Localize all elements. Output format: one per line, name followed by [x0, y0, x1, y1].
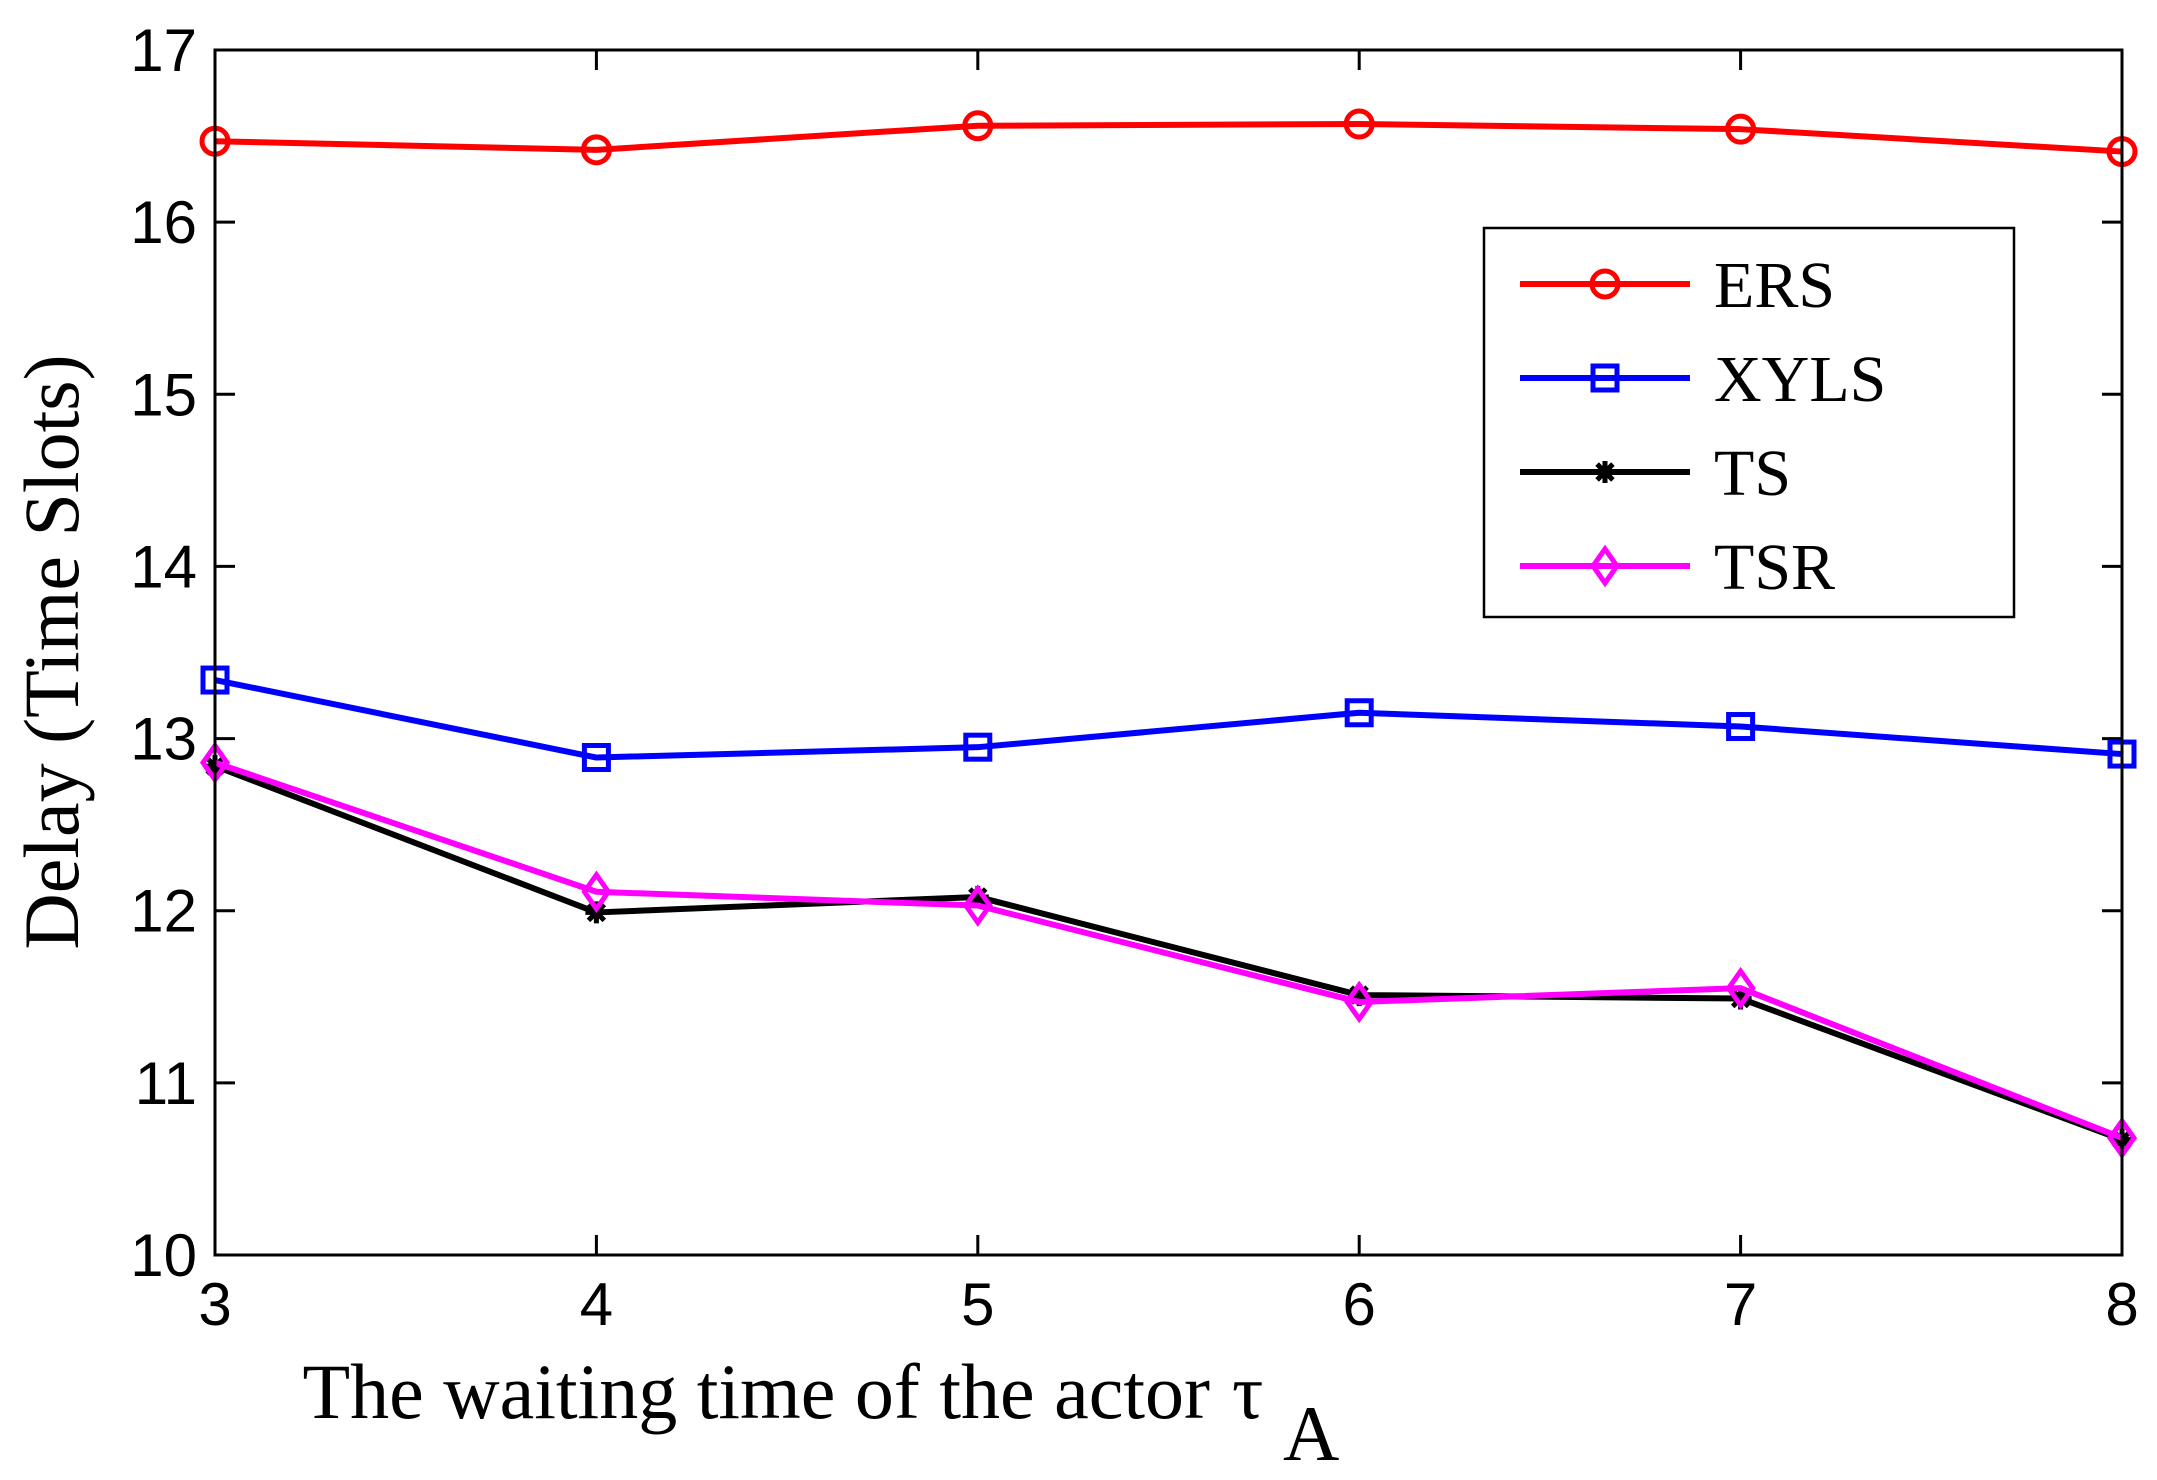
series-line-xyls [214, 677, 2123, 761]
legend-marker-tsr [1589, 544, 1621, 588]
y-tick-label: 11 [135, 1050, 197, 1117]
legend: ERS XYLS TS TSR [1482, 226, 2016, 619]
data-point-tsr [581, 870, 612, 914]
data-point-ers [1343, 108, 1375, 140]
x-tick-label: 7 [1724, 1271, 1757, 1338]
legend-item-ers: ERS [1520, 249, 1835, 322]
x-tick-label: 5 [961, 1271, 994, 1338]
y-tick-label: 16 [130, 189, 197, 256]
legend-label-tsr: TSR [1714, 531, 1835, 604]
data-point-ts [1348, 984, 1371, 1007]
legend-label-ers: ERS [1714, 249, 1835, 322]
x-tick-label: 6 [1343, 1271, 1376, 1338]
series-line-ers [214, 121, 2123, 155]
x-axis-label-symbol: τ [1232, 1348, 1263, 1435]
data-point-ers [962, 110, 994, 142]
series-layer [199, 108, 2138, 1160]
data-point-ers [580, 134, 612, 166]
plot-frame [213, 48, 2124, 1257]
y-tick-label: 13 [130, 706, 197, 773]
legend-label-xyls: XYLS [1714, 343, 1886, 416]
y-tick-label: 17 [130, 17, 197, 84]
data-point-ers [1725, 113, 1757, 145]
data-point-xyls [1344, 698, 1374, 728]
data-point-xyls [1726, 712, 1756, 742]
x-axis-label: The waiting time of the actor [302, 1348, 1210, 1435]
x-tick-label: 3 [198, 1271, 231, 1338]
x-axis-label-subscript: A [1283, 1390, 1339, 1477]
data-point-tsr [962, 884, 993, 927]
data-point-tsr [1725, 966, 1756, 1010]
data-point-ts [1729, 987, 1752, 1010]
legend-item-ts: TS [1520, 437, 1791, 510]
legend-item-tsr: TSR [1520, 531, 1835, 604]
data-point-xyls [963, 732, 993, 762]
data-point-tsr [1344, 980, 1375, 1024]
series-line-tsr [214, 759, 2124, 1141]
y-tick-label: 12 [130, 878, 197, 945]
legend-marker-ers [1589, 268, 1621, 300]
legend-label-ts: TS [1714, 437, 1791, 510]
data-point-xyls [581, 743, 611, 773]
y-tick-label: 10 [130, 1222, 197, 1289]
legend-item-xyls: XYLS [1520, 343, 1886, 416]
x-tick-label: 4 [580, 1271, 613, 1338]
y-tick-label: 14 [130, 533, 197, 600]
x-tick-label: 8 [2105, 1271, 2138, 1338]
y-tick-label: 15 [130, 361, 197, 428]
legend-marker-xyls [1590, 363, 1620, 393]
legend-marker-ts [1594, 461, 1616, 483]
legend-box [1482, 226, 2016, 619]
tick-labels: 3 4 5 6 7 8 10 11 12 13 14 15 16 17 [130, 17, 2138, 1338]
series-line-ts [213, 763, 2124, 1143]
y-axis-label: Delay (Time Slots) [8, 354, 95, 949]
data-point-ts [966, 885, 989, 908]
